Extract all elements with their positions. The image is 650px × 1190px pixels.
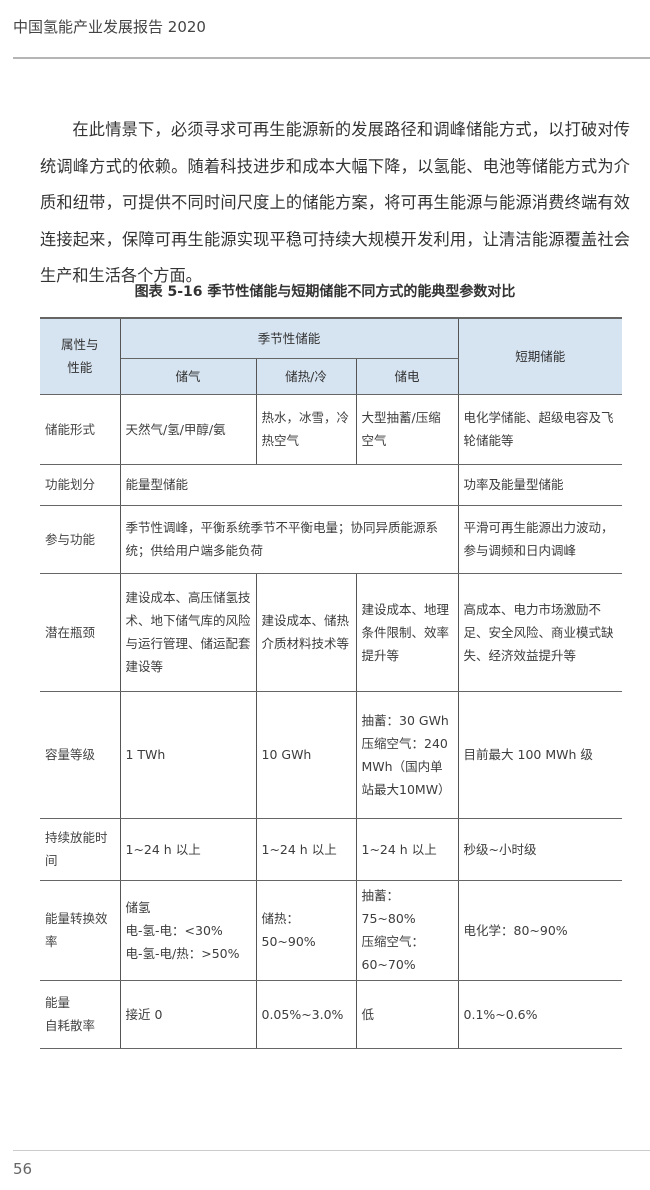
cell-elec: 1~24 h 以上 [355,818,459,881]
cell-gas: 1 TWh [119,691,257,819]
row-label: 储能形式 [40,394,121,465]
cell-gas: 1~24 h 以上 [119,818,257,881]
table-row: 持续放能时间 1~24 h 以上 1~24 h 以上 1~24 h 以上 秒级~… [40,818,623,881]
cell-elec: 低 [355,980,459,1049]
table-row: 储能形式 天然气/氢/甲醇/氨 热水，冰雪，冷热空气 大型抽蓄/压缩空气 电化学… [40,394,623,465]
table-row: 容量等级 1 TWh 10 GWh 抽蓄：30 GWh 压缩空气：240 MWh… [40,691,623,819]
cell-heat: 10 GWh [255,691,357,819]
cell-gas: 建设成本、高压储氢技术、地下储气库的风险与运行管理、储运配套建设等 [119,573,257,692]
cell-short: 高成本、电力市场激励不足、安全风险、商业模式缺失、经济效益提升等 [457,573,623,692]
row-label: 功能划分 [40,464,121,506]
row-label: 潜在瓶颈 [40,573,121,692]
cell-short: 电化学储能、超级电容及飞轮储能等 [457,394,623,465]
page-number: 56 [13,1160,33,1178]
cell-short: 平滑可再生能源出力波动，参与调频和日内调峰 [457,505,623,574]
cell-short: 电化学：80~90% [457,880,623,981]
header-seasonal-storage: 季节性储能 [119,317,459,359]
row-label: 持续放能时间 [40,818,121,881]
header-attribute: 属性与 性能 [40,317,121,395]
table-row: 能量转换效率 储氢 电-氢-电：<30% 电-氢-电/热：>50% 储热：50~… [40,880,623,981]
table-caption: 图表 5-16 季节性储能与短期储能不同方式的能典型参数对比 [134,284,516,300]
footer-divider [13,1150,650,1151]
row-label: 参与功能 [40,505,121,574]
header-heat-cold-storage: 储热/冷 [255,358,357,395]
row-label: 能量 自耗散率 [40,980,121,1049]
cell-heat: 热水，冰雪，冷热空气 [255,394,357,465]
cell-short: 秒级~小时级 [457,818,623,881]
row-label: 能量转换效率 [40,880,121,981]
header-electric-storage: 储电 [355,358,459,395]
cell-seasonal: 季节性调峰，平衡系统季节不平衡电量；协同异质能源系统；供给用户端多能负荷 [119,505,459,574]
cell-gas: 储氢 电-氢-电：<30% 电-氢-电/热：>50% [119,880,257,981]
cell-heat: 0.05%~3.0% [255,980,357,1049]
comparison-table: 属性与 性能 季节性储能 短期储能 储气 储热/冷 储电 储能形式 天然气/氢/… [40,317,623,1049]
header-divider [13,57,650,59]
cell-short: 0.1%~0.6% [457,980,623,1049]
table-row: 功能划分 能量型储能 功率及能量型储能 [40,464,623,506]
cell-elec: 抽蓄：30 GWh 压缩空气：240 MWh（国内单站最大10MW） [355,691,459,819]
cell-seasonal: 能量型储能 [119,464,459,506]
cell-elec: 大型抽蓄/压缩空气 [355,394,459,465]
running-header-title: 中国氢能产业发展报告 2020 [13,18,206,36]
cell-elec: 抽蓄：75~80% 压缩空气：60~70% [355,880,459,981]
cell-gas: 接近 0 [119,980,257,1049]
cell-short: 功率及能量型储能 [457,464,623,506]
body-paragraph: 在此情景下，必须寻求可再生能源新的发展路径和调峰储能方式，以打破对传统调峰方式的… [40,120,630,285]
table-row: 能量 自耗散率 接近 0 0.05%~3.0% 低 0.1%~0.6% [40,980,623,1049]
cell-heat: 1~24 h 以上 [255,818,357,881]
cell-gas: 天然气/氢/甲醇/氨 [119,394,257,465]
cell-elec: 建设成本、地理条件限制、效率提升等 [355,573,459,692]
table-row: 参与功能 季节性调峰，平衡系统季节不平衡电量；协同异质能源系统；供给用户端多能负… [40,505,623,574]
cell-heat: 储热：50~90% [255,880,357,981]
cell-heat: 建设成本、储热介质材料技术等 [255,573,357,692]
row-label: 容量等级 [40,691,121,819]
cell-short: 目前最大 100 MWh 级 [457,691,623,819]
header-short-term-storage: 短期储能 [457,317,623,395]
header-gas-storage: 储气 [120,358,257,395]
table-row: 潜在瓶颈 建设成本、高压储氢技术、地下储气库的风险与运行管理、储运配套建设等 建… [40,573,623,692]
